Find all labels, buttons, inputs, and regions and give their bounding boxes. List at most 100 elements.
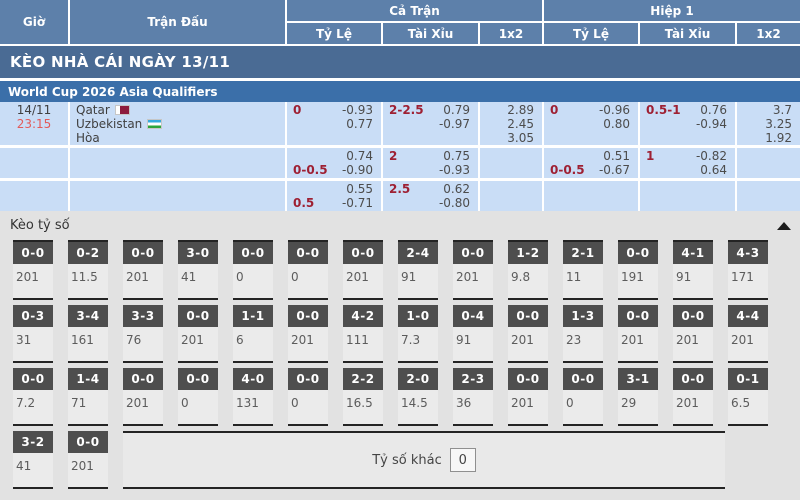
score-label[interactable]: 2-4 [398,242,438,264]
odds-value[interactable]: 2.45 [507,117,534,131]
score-label[interactable]: 0-0 [123,368,163,390]
ft-overunder-odds-r3[interactable]: 2.5 0.62 -0.80 [383,181,478,211]
score-cell[interactable]: 4-1 91 [673,240,713,300]
score-label[interactable]: 0-0 [673,368,713,390]
score-label[interactable]: 4-3 [728,242,768,264]
home-team-row[interactable]: Qatar [76,103,285,117]
away-team-name[interactable]: Uzbekistan [76,117,143,131]
odds-value[interactable]: 0.55 [346,182,373,196]
score-cell[interactable]: 1-4 71 [68,368,108,426]
odds-value[interactable]: -0.94 [695,117,727,131]
odds-value[interactable]: -0.71 [341,196,373,210]
odds-value[interactable]: 0.76 [700,103,727,117]
score-label[interactable]: 0-0 [618,242,658,264]
score-cell[interactable]: 3-1 29 [618,368,658,426]
h1-handicap-odds-r1[interactable]: 0 -0.96 0.80 [544,102,638,145]
score-cell[interactable]: 0-4 91 [453,305,493,363]
score-cell[interactable]: 1-0 7.3 [398,305,438,363]
score-cell[interactable]: 0-0 201 [343,240,383,300]
score-cell[interactable]: 0-0 201 [13,240,53,300]
score-label[interactable]: 3-2 [13,431,53,453]
score-cell[interactable]: 0-0 7.2 [13,368,53,426]
ft-overunder-odds-r1[interactable]: 2-2.5 0.79 -0.97 [383,102,478,145]
away-team-row[interactable]: Uzbekistan [76,117,285,131]
ft-1x2-odds-r1[interactable]: 2.89 2.45 3.05 [480,102,542,145]
score-label[interactable]: 0-4 [453,305,493,327]
score-label[interactable]: 0-0 [68,431,108,453]
other-score-input[interactable] [449,448,476,472]
h1-overunder-odds-r2[interactable]: 1 -0.82 0.64 [640,148,735,178]
score-label[interactable]: 0-0 [453,242,493,264]
score-cell[interactable]: 4-3 171 [728,240,768,300]
score-label[interactable]: 2-0 [398,368,438,390]
ft-handicap-odds-r3[interactable]: 0.55 0.5 -0.71 [287,181,381,211]
score-label[interactable]: 1-2 [508,242,548,264]
score-cell[interactable]: 4-4 201 [728,305,768,363]
score-cell[interactable]: 0-0 0 [288,240,328,300]
score-cell[interactable]: 4-2 111 [343,305,383,363]
odds-value[interactable]: 0.51 [603,149,630,163]
score-label[interactable]: 0-3 [13,305,53,327]
home-team-name[interactable]: Qatar [76,103,110,117]
odds-value[interactable]: 3.7 [772,103,792,117]
ft-handicap-odds-r1[interactable]: 0 -0.93 0.77 [287,102,381,145]
odds-value[interactable]: 3.05 [507,131,534,145]
odds-value[interactable]: 0.64 [700,163,727,177]
score-label[interactable]: 0-0 [508,305,548,327]
score-cell[interactable]: 0-0 201 [508,368,548,426]
score-label[interactable]: 0-0 [288,305,328,327]
score-label[interactable]: 3-0 [178,242,218,264]
score-label[interactable]: 0-0 [343,242,383,264]
h1-overunder-odds-r1[interactable]: 0.5-1 0.76 -0.94 [640,102,735,145]
odds-value[interactable]: 0.62 [443,182,470,196]
score-cell[interactable]: 0-3 31 [13,305,53,363]
odds-value[interactable]: 2.89 [507,103,534,117]
score-label[interactable]: 0-0 [13,242,53,264]
odds-value[interactable]: 0.75 [443,149,470,163]
score-cell[interactable]: 3-2 41 [13,431,53,489]
score-label[interactable]: 0-0 [13,368,53,390]
score-label[interactable]: 0-0 [508,368,548,390]
score-label[interactable]: 2-2 [343,368,383,390]
score-cell[interactable]: 2-1 11 [563,240,603,300]
score-label[interactable]: 0-0 [178,368,218,390]
score-label[interactable]: 0-0 [673,305,713,327]
score-cell[interactable]: 2-0 14.5 [398,368,438,426]
odds-value[interactable]: -0.96 [598,103,630,117]
score-label[interactable]: 4-0 [233,368,273,390]
odds-value[interactable]: 1.92 [765,131,792,145]
score-label[interactable]: 1-4 [68,368,108,390]
score-cell[interactable]: 1-2 9.8 [508,240,548,300]
score-label[interactable]: 2-1 [563,242,603,264]
score-cell[interactable]: 0-0 0 [233,240,273,300]
score-cell[interactable]: 0-0 201 [508,305,548,363]
score-label[interactable]: 0-0 [618,305,658,327]
score-label[interactable]: 1-0 [398,305,438,327]
score-cell[interactable]: 4-0 131 [233,368,273,426]
score-cell[interactable]: 0-0 0 [178,368,218,426]
score-label[interactable]: 4-4 [728,305,768,327]
score-label[interactable]: 0-0 [123,242,163,264]
score-cell[interactable]: 0-0 0 [563,368,603,426]
score-label[interactable]: 1-1 [233,305,273,327]
score-cell[interactable]: 0-0 201 [673,305,713,363]
score-label[interactable]: 0-0 [288,242,328,264]
score-cell[interactable]: 0-0 191 [618,240,658,300]
score-cell[interactable]: 0-1 6.5 [728,368,768,426]
score-label[interactable]: 3-4 [68,305,108,327]
score-cell[interactable]: 1-3 23 [563,305,603,363]
score-label[interactable]: 0-0 [233,242,273,264]
odds-value[interactable]: 3.25 [765,117,792,131]
score-cell[interactable]: 0-0 201 [178,305,218,363]
score-cell[interactable]: 2-3 36 [453,368,493,426]
odds-value[interactable]: -0.93 [438,163,470,177]
score-cell[interactable]: 0-0 201 [123,240,163,300]
score-cell[interactable]: 0-0 201 [68,431,108,489]
score-label[interactable]: 4-2 [343,305,383,327]
score-label[interactable]: 0-0 [563,368,603,390]
collapse-arrow-icon[interactable] [777,222,791,230]
score-cell[interactable]: 0-0 201 [453,240,493,300]
score-label[interactable]: 0-1 [728,368,768,390]
league-bar[interactable]: World Cup 2026 Asia Qualifiers [0,81,800,102]
score-label[interactable]: 2-3 [453,368,493,390]
